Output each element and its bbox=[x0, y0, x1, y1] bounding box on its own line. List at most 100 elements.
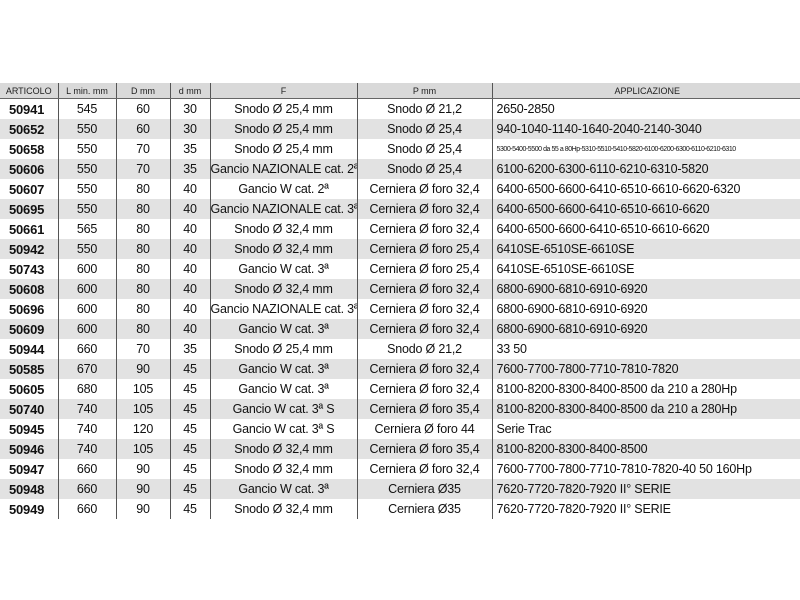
cell-d-inner: 45 bbox=[169, 459, 210, 479]
cell-applicazione: 6100-6200-6300-6110-6210-6310-5820 bbox=[491, 159, 800, 179]
cell-d-outer: 70 bbox=[115, 159, 170, 179]
header-d-outer: D mm bbox=[115, 83, 170, 99]
cell-f: Gancio W cat. 3ª S bbox=[209, 399, 357, 419]
cell-l-min: 600 bbox=[57, 319, 116, 339]
cell-l-min: 545 bbox=[57, 98, 116, 119]
cell-articolo: 50607 bbox=[9, 181, 45, 197]
cell-l-min: 660 bbox=[57, 499, 116, 519]
cell-l-min: 680 bbox=[57, 379, 116, 399]
cell-f: Snodo Ø 32,4 mm bbox=[209, 499, 357, 519]
cell-articolo: 50608 bbox=[0, 279, 58, 299]
cell-d-outer: 70 bbox=[115, 139, 170, 159]
cell-d-inner: 45 bbox=[169, 499, 210, 519]
cell-f: Gancio W cat. 3ª S bbox=[209, 419, 357, 439]
cell-d-outer: 80 bbox=[115, 179, 170, 199]
table-row: 50941 545 60 30 Snodo Ø 25,4 mm Snodo Ø 21,2 2… bbox=[0, 98, 800, 119]
cell-d-inner: 45 bbox=[169, 379, 210, 399]
cell-articolo: 50658 bbox=[9, 141, 45, 157]
cell-f: Gancio NAZIONALE cat. 2ª bbox=[209, 159, 357, 179]
table-row: 50652 550 60 30 Snodo Ø 25,4 mm Snodo Ø 25,4 9… bbox=[0, 119, 800, 139]
cell-applicazione: 5300-5400-5500 da 55 a 80Hp-5310-5510-54… bbox=[491, 139, 800, 159]
table-row: 50945 740 120 45 Gancio W cat. 3ª S Cerniera … bbox=[0, 419, 800, 439]
cell-applicazione: 8100-8200-8300-8400-8500 da 210 a 280Hp bbox=[491, 379, 800, 399]
cell-l-min: 600 bbox=[57, 279, 116, 299]
cell-d-outer: 80 bbox=[115, 259, 170, 279]
product-table: ARTICOLO L min. mm D mm d mm F P mm APPL… bbox=[0, 83, 800, 519]
cell-d-inner: 30 bbox=[169, 119, 210, 139]
cell-articolo: 50743 bbox=[9, 261, 45, 277]
cell-articolo: 50606 bbox=[0, 159, 58, 179]
cell-d-outer: 80 bbox=[115, 299, 170, 319]
cell-articolo: 50945 bbox=[9, 421, 45, 437]
cell-articolo: 50609 bbox=[0, 319, 58, 339]
cell-applicazione: 6400-6500-6600-6410-6510-6610-6620 bbox=[491, 199, 800, 219]
cell-d-inner: 40 bbox=[169, 319, 210, 339]
cell-articolo: 50696 bbox=[9, 301, 45, 317]
cell-applicazione: 7600-7700-7800-7710-7810-7820-40 50 160H… bbox=[491, 459, 800, 479]
cell-l-min: 660 bbox=[57, 459, 116, 479]
cell-applicazione: 6400-6500-6600-6410-6510-6610-6620-6320 bbox=[491, 179, 800, 199]
cell-d-inner: 40 bbox=[169, 259, 210, 279]
cell-p: Snodo Ø 25,4 bbox=[356, 119, 492, 139]
cell-l-min: 660 bbox=[57, 479, 116, 499]
cell-f: Snodo Ø 32,4 mm bbox=[209, 239, 357, 259]
cell-applicazione: Serie Trac bbox=[491, 419, 800, 439]
cell-d-inner: 40 bbox=[169, 239, 210, 259]
cell-l-min: 670 bbox=[57, 359, 116, 379]
cell-p: Snodo Ø 21,2 bbox=[356, 98, 492, 119]
table-row: 50605 680 105 45 Gancio W cat. 3ª Cerniera Ø … bbox=[0, 379, 800, 399]
table-row: 50743 600 80 40 Gancio W cat. 3ª Cerniera Ø f… bbox=[0, 259, 800, 279]
cell-applicazione: 8100-8200-8300-8400-8500 bbox=[491, 439, 800, 459]
table-row: 50695 550 80 40 Gancio NAZIONALE cat. 3ª Cern… bbox=[0, 199, 800, 219]
cell-l-min: 550 bbox=[57, 159, 116, 179]
table-row: 50948 660 90 45 Gancio W cat. 3ª Cerniera Ø35… bbox=[0, 479, 800, 499]
cell-applicazione: 940-1040-1140-1640-2040-2140-3040 bbox=[491, 119, 800, 139]
cell-applicazione: 7600-7700-7800-7710-7810-7820 bbox=[491, 359, 800, 379]
cell-d-outer: 80 bbox=[115, 199, 170, 219]
table-row: 50944 660 70 35 Snodo Ø 25,4 mm Snodo Ø 21,2 3… bbox=[0, 339, 800, 359]
cell-applicazione: 2650-2850 bbox=[491, 98, 800, 119]
cell-applicazione: 6410SE-6510SE-6610SE bbox=[491, 259, 800, 279]
cell-d-inner: 45 bbox=[169, 399, 210, 419]
cell-d-outer: 80 bbox=[115, 219, 170, 239]
table-row: 50946 740 105 45 Snodo Ø 32,4 mm Cerniera Ø f… bbox=[0, 439, 800, 459]
header-l-min: L min. mm bbox=[57, 83, 116, 99]
cell-d-outer: 90 bbox=[115, 459, 170, 479]
cell-l-min: 565 bbox=[57, 219, 116, 239]
cell-f: Snodo Ø 25,4 mm bbox=[209, 339, 357, 359]
table-row: 50947 660 90 45 Snodo Ø 32,4 mm Cerniera Ø fo… bbox=[0, 459, 800, 479]
cell-d-inner: 40 bbox=[169, 279, 210, 299]
cell-f: Gancio W cat. 2ª bbox=[209, 179, 357, 199]
cell-p: Cerniera Ø foro 32,4 bbox=[356, 459, 492, 479]
cell-l-min: 550 bbox=[57, 199, 116, 219]
table-row: 50740 740 105 45 Gancio W cat. 3ª S Cerniera … bbox=[0, 399, 800, 419]
header-f: F bbox=[209, 83, 357, 99]
header-row: ARTICOLO L min. mm D mm d mm F P mm APPL… bbox=[0, 83, 800, 99]
cell-l-min: 550 bbox=[57, 139, 116, 159]
cell-articolo: 50946 bbox=[0, 439, 58, 459]
cell-l-min: 550 bbox=[57, 239, 116, 259]
cell-p: Cerniera Ø foro 32,4 bbox=[356, 279, 492, 299]
cell-articolo: 50942 bbox=[0, 239, 58, 259]
cell-applicazione: 7620-7720-7820-7920 II° SERIE bbox=[491, 499, 800, 519]
cell-d-inner: 40 bbox=[169, 199, 210, 219]
cell-f: Gancio NAZIONALE cat. 3ª bbox=[209, 199, 357, 219]
table-row: 50661 565 80 40 Snodo Ø 32,4 mm Cerniera Ø fo… bbox=[0, 219, 800, 239]
cell-d-outer: 105 bbox=[115, 379, 170, 399]
cell-f: Snodo Ø 32,4 mm bbox=[209, 439, 357, 459]
cell-f: Snodo Ø 32,4 mm bbox=[209, 219, 357, 239]
cell-d-inner: 40 bbox=[169, 299, 210, 319]
cell-articolo: 50944 bbox=[9, 341, 45, 357]
cell-d-inner: 40 bbox=[169, 219, 210, 239]
cell-applicazione: 6410SE-6510SE-6610SE bbox=[491, 239, 800, 259]
table-row: 50949 660 90 45 Snodo Ø 32,4 mm Cerniera Ø35 7… bbox=[0, 499, 800, 519]
cell-articolo: 50740 bbox=[0, 399, 58, 419]
cell-applicazione: 6800-6900-6810-6910-6920 bbox=[491, 319, 800, 339]
cell-p: Cerniera Ø foro 32,4 bbox=[356, 199, 492, 219]
cell-articolo: 50947 bbox=[9, 461, 45, 477]
cell-f: Gancio W cat. 3ª bbox=[209, 319, 357, 339]
cell-articolo: 50652 bbox=[0, 119, 58, 139]
cell-l-min: 740 bbox=[57, 439, 116, 459]
cell-d-outer: 80 bbox=[115, 279, 170, 299]
table-row: 50607 550 80 40 Gancio W cat. 2ª Cerniera Ø f… bbox=[0, 179, 800, 199]
